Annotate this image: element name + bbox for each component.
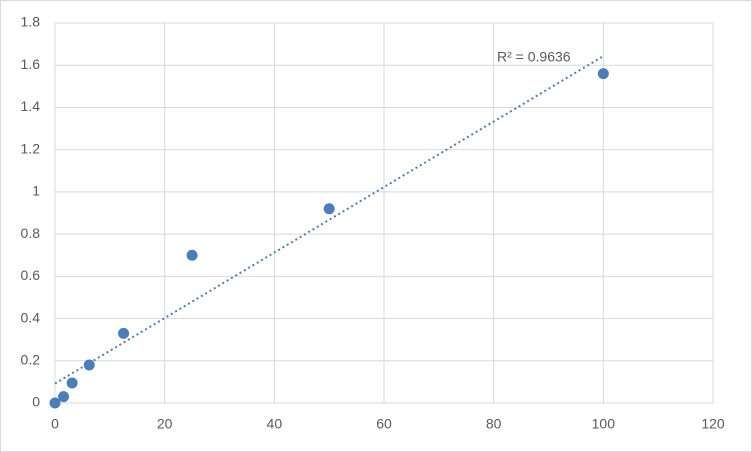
point	[66, 377, 78, 389]
y-tick-label: 1.4	[21, 98, 41, 114]
y-tick-label: 1.6	[21, 56, 41, 72]
x-tick-label: 60	[376, 416, 392, 432]
point	[597, 68, 609, 80]
y-tick-label: 0.2	[21, 351, 41, 367]
trendline	[54, 55, 604, 385]
y-tick-label: 0.4	[21, 309, 41, 325]
y-tick-label: 1	[32, 183, 40, 199]
point	[83, 359, 95, 371]
x-tick-label: 100	[592, 416, 616, 432]
x-tick-label: 120	[701, 416, 725, 432]
point	[323, 203, 335, 215]
x-tick-label: 80	[486, 416, 502, 432]
y-tick-label: 0.8	[21, 225, 41, 241]
x-tick-label: 40	[267, 416, 283, 432]
point	[58, 391, 70, 403]
y-tick-label: 1.8	[21, 14, 41, 30]
point	[118, 327, 130, 339]
x-tick-label: 0	[51, 416, 59, 432]
trendline-label: R² = 0.9636	[497, 49, 571, 65]
point	[49, 397, 61, 409]
y-tick-label: 0.6	[21, 267, 41, 283]
x-tick-label: 20	[157, 416, 173, 432]
point	[186, 249, 198, 261]
y-tick-label: 0	[32, 394, 40, 410]
y-tick-label: 1.2	[21, 140, 41, 156]
